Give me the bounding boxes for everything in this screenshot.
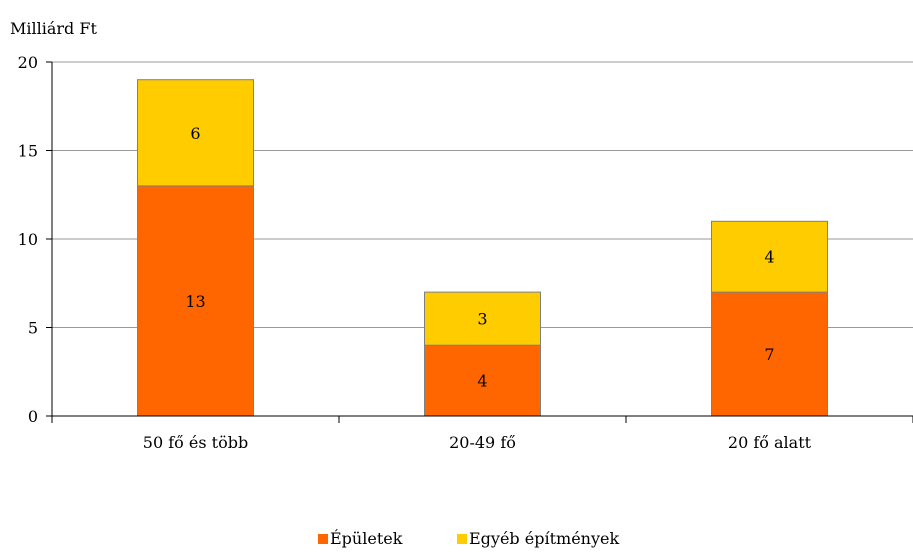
x-tick-label-2: 20 fő alatt (728, 433, 812, 452)
data-label-egyeb-2: 4 (764, 248, 774, 267)
x-tick-label-1: 20-49 fő (449, 433, 516, 452)
data-label-epuletek-1: 4 (477, 372, 487, 391)
y-tick-label-10: 10 (18, 230, 38, 249)
y-tick-label-5: 5 (28, 319, 38, 338)
axes (46, 61, 913, 423)
bar-epuletek-2 (711, 291, 828, 417)
data-label-egyeb-0: 6 (190, 124, 200, 143)
y-tick-label-0: 0 (28, 407, 38, 426)
data-label-egyeb-1: 3 (477, 310, 487, 329)
y-tick-labels: 0 5 10 15 20 (18, 53, 38, 426)
y-tick-label-20: 20 (18, 53, 38, 72)
y-tick-label-15: 15 (18, 142, 38, 161)
x-tick-label-0: 50 fő és több (143, 433, 248, 452)
legend-swatch-1 (457, 534, 467, 544)
legend: Épületek Egyéb építmények (318, 528, 619, 548)
data-label-epuletek-0: 13 (185, 292, 205, 311)
data-label-epuletek-2: 7 (764, 345, 774, 364)
bar-egyeb-0 (137, 79, 254, 187)
bar-egyeb-1 (424, 291, 541, 346)
bar-egyeb-2 (711, 220, 828, 293)
bars: 13 6 4 3 7 4 (137, 79, 828, 417)
bar-epuletek-0 (137, 185, 254, 417)
x-tick-labels: 50 fő és több 20-49 fő 20 fő alatt (143, 433, 812, 452)
y-axis-title: Milliárd Ft (10, 19, 97, 38)
bar-epuletek-1 (424, 344, 541, 417)
legend-label-1: Egyéb építmények (469, 529, 619, 548)
legend-swatch-0 (318, 534, 328, 544)
legend-label-0: Épületek (330, 528, 403, 548)
